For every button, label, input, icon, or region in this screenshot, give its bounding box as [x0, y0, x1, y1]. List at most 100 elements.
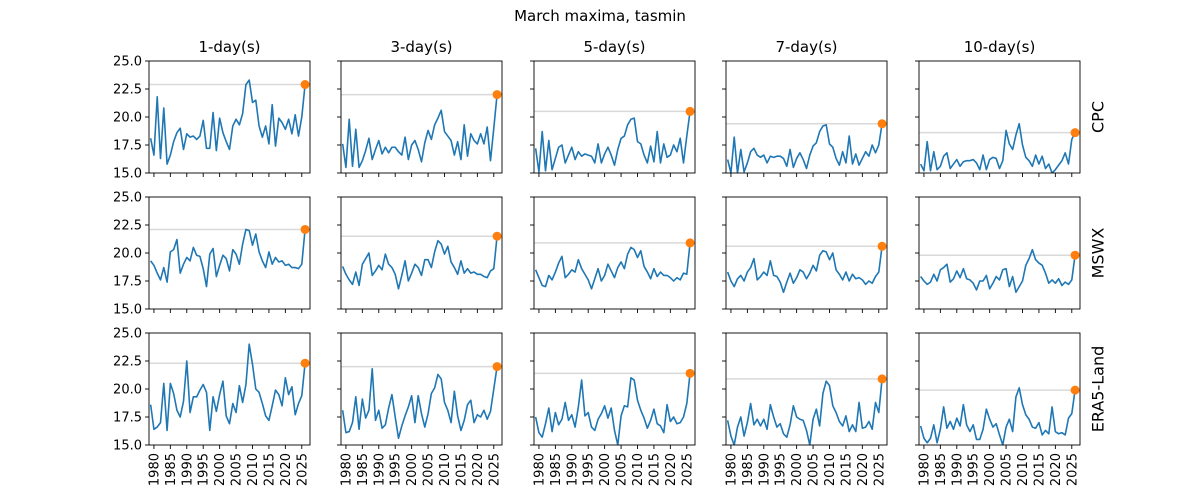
x-tick-label: 2000	[213, 453, 228, 486]
row-label: ERA5-Land	[1089, 346, 1108, 433]
y-tick-label: 17.5	[113, 139, 142, 154]
x-tick-label: 2000	[983, 453, 998, 486]
highlight-point	[877, 119, 887, 129]
x-tick-label: 2020	[471, 453, 486, 486]
x-tick-label: 1995	[967, 453, 982, 486]
panel-cpc-3-day-s: 3-day(s)	[337, 38, 503, 177]
panel-mswx-1-day-s: 15.0 17.5 20.0 22.5 25.0	[113, 191, 311, 318]
x-tick-label: 2025	[295, 453, 310, 486]
x-tick-label: 2020	[664, 453, 679, 486]
column-title: 3-day(s)	[390, 38, 452, 56]
y-tick-label: 20.0	[113, 247, 142, 262]
x-tick-label: 2020	[279, 453, 294, 486]
column-title: 10-day(s)	[964, 38, 1036, 56]
y-tick-label: 17.5	[113, 275, 142, 290]
column-title: 5-day(s)	[583, 38, 645, 56]
series-line	[149, 343, 306, 432]
highlight-point	[1070, 128, 1080, 138]
x-tick-label: 2015	[839, 453, 854, 486]
row-label: MSWX	[1089, 228, 1108, 279]
x-tick-label: 1980	[724, 453, 739, 486]
column-title: 7-day(s)	[775, 38, 837, 56]
x-tick-label: 2020	[856, 453, 871, 486]
highlight-point	[685, 238, 695, 248]
series-line	[919, 122, 1076, 173]
x-tick-label: 2015	[1032, 453, 1047, 486]
highlight-point	[300, 224, 310, 234]
highlight-point	[492, 362, 502, 372]
x-tick-label: 1985	[356, 453, 371, 486]
series-line	[919, 248, 1076, 293]
x-tick-label: 1990	[950, 453, 965, 486]
x-tick-label: 2005	[1000, 453, 1015, 486]
panel-cpc-5-day-s: 5-day(s)	[530, 38, 696, 177]
x-tick-label: 1980	[917, 453, 932, 486]
x-tick-label: 1995	[389, 453, 404, 486]
x-tick-label: 1985	[549, 453, 564, 486]
highlight-point	[492, 231, 502, 241]
series-line	[341, 366, 498, 440]
x-tick-label: 2005	[230, 453, 245, 486]
y-tick-label: 22.5	[113, 219, 142, 234]
x-tick-label: 1995	[197, 453, 212, 486]
panel-era5-land-3-day-s: 1980 1985 1990 1995 2000 2005 2010 2015 2020 2025	[337, 332, 503, 486]
series-line	[341, 94, 498, 169]
highlight-point	[685, 106, 695, 116]
x-tick-label: 1985	[164, 453, 179, 486]
y-tick-label: 25.0	[113, 55, 142, 70]
x-tick-label: 2015	[454, 453, 469, 486]
panel-era5-land-1-day-s: 15.0 17.5 20.0 22.5 25.0 1980 1985 1990 1995 2000…	[113, 327, 311, 486]
series-line	[919, 387, 1076, 445]
x-tick-label: 1985	[934, 453, 949, 486]
x-tick-label: 2000	[405, 453, 420, 486]
highlight-point	[877, 374, 887, 384]
panel-cpc-10-day-s: 10-day(s) CPC	[915, 38, 1108, 177]
x-tick-label: 2010	[631, 453, 646, 486]
x-tick-label: 2005	[807, 453, 822, 486]
y-tick-label: 15.0	[113, 303, 142, 318]
series-line	[341, 236, 498, 290]
x-tick-label: 1990	[565, 453, 580, 486]
x-tick-label: 1990	[372, 453, 387, 486]
highlight-point	[685, 368, 695, 378]
series-line	[726, 123, 883, 173]
y-tick-label: 25.0	[113, 327, 142, 342]
x-tick-label: 1980	[339, 453, 354, 486]
series-line	[726, 246, 883, 293]
x-tick-label: 2015	[647, 453, 662, 486]
x-tick-label: 2010	[1016, 453, 1031, 486]
panel-era5-land-5-day-s: 1980 1985 1990 1995 2000 2005 2010 2015 2020 2025	[530, 332, 696, 486]
highlight-point	[877, 241, 887, 251]
panel-cpc-7-day-s: 7-day(s)	[722, 38, 888, 177]
panel-cpc-1-day-s: 15.0 17.5 20.0 22.5 25.0 1-day(s)	[113, 38, 311, 182]
x-tick-label: 2025	[872, 453, 887, 486]
figure-title: March maxima, tasmin	[514, 7, 686, 25]
x-tick-label: 1995	[582, 453, 597, 486]
x-tick-label: 2025	[1065, 453, 1080, 486]
column-title: 1-day(s)	[198, 38, 260, 56]
x-tick-label: 2010	[246, 453, 261, 486]
highlight-point	[1070, 385, 1080, 395]
x-tick-label: 1995	[774, 453, 789, 486]
x-tick-label: 2005	[422, 453, 437, 486]
x-tick-label: 2020	[1049, 453, 1064, 486]
x-tick-label: 1985	[741, 453, 756, 486]
y-tick-label: 15.0	[113, 167, 142, 182]
series-line	[534, 111, 691, 173]
y-tick-label: 15.0	[113, 439, 142, 454]
panel-era5-land-7-day-s: 1980 1985 1990 1995 2000 2005 2010 2015 2020 2025	[722, 332, 888, 486]
x-tick-label: 2000	[790, 453, 805, 486]
x-tick-label: 2015	[262, 453, 277, 486]
x-tick-label: 2010	[823, 453, 838, 486]
series-line	[149, 79, 306, 165]
highlight-point	[492, 90, 502, 100]
y-tick-label: 17.5	[113, 411, 142, 426]
x-tick-label: 2010	[438, 453, 453, 486]
panel-mswx-10-day-s: MSWX	[915, 196, 1108, 313]
highlight-point	[1070, 250, 1080, 260]
x-tick-label: 2005	[615, 453, 630, 486]
y-tick-label: 25.0	[113, 191, 142, 206]
highlight-point	[300, 358, 310, 368]
series-line	[534, 242, 691, 290]
